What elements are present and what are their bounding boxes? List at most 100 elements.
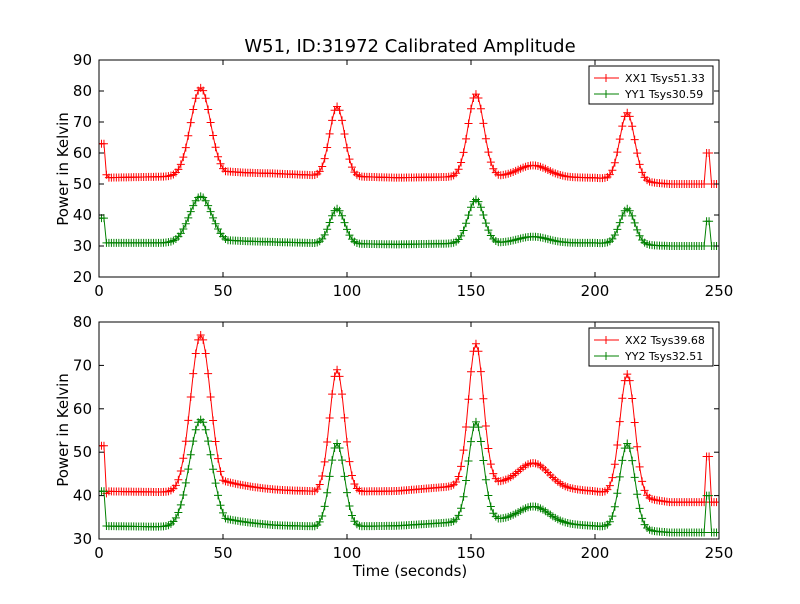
point-marker (214, 225, 223, 234)
point-marker (335, 206, 344, 215)
point-marker (204, 201, 213, 210)
point-marker (315, 167, 324, 176)
point-marker (209, 213, 218, 222)
point-marker (459, 492, 468, 501)
series-1-1 (99, 415, 719, 537)
x-tick-label: 0 (94, 544, 104, 562)
point-marker (338, 211, 347, 220)
point-marker (201, 94, 210, 103)
point-marker (481, 475, 490, 484)
point-marker (608, 166, 617, 175)
point-marker (184, 213, 193, 222)
point-marker (179, 454, 188, 463)
x-tick-label: 100 (333, 544, 362, 562)
point-marker (459, 446, 468, 455)
legend-marker (602, 336, 610, 344)
point-marker (191, 425, 200, 434)
point-marker (174, 508, 183, 517)
y-tick-label: 90 (73, 51, 92, 69)
point-marker (333, 365, 342, 374)
point-marker (186, 207, 195, 216)
point-marker (318, 511, 327, 520)
point-marker (618, 394, 627, 403)
point-marker (186, 118, 195, 127)
point-marker (489, 469, 498, 478)
point-marker (343, 143, 351, 152)
point-marker (181, 478, 190, 487)
point-marker (635, 504, 644, 513)
point-marker (640, 486, 649, 495)
point-marker (467, 367, 475, 376)
x-tick-label: 200 (581, 282, 610, 300)
point-marker (176, 160, 185, 169)
point-marker (481, 421, 490, 430)
point-marker (630, 418, 639, 427)
point-marker (462, 423, 471, 432)
point-marker (209, 416, 218, 425)
x-axis-label: Time (seconds) (352, 562, 468, 580)
point-marker (318, 162, 327, 171)
point-marker (199, 335, 208, 344)
point-marker (705, 149, 714, 157)
point-marker (176, 229, 185, 238)
point-marker (206, 207, 215, 216)
point-marker (635, 231, 644, 240)
point-marker (615, 472, 624, 481)
point-marker (457, 231, 466, 240)
point-marker (320, 154, 329, 163)
point-marker (340, 218, 349, 227)
point-marker (615, 417, 624, 426)
point-marker (705, 452, 714, 461)
point-marker (328, 116, 337, 125)
point-marker (486, 502, 495, 511)
point-marker (464, 211, 473, 220)
point-marker (628, 394, 637, 403)
point-marker (201, 349, 210, 358)
point-marker (184, 416, 193, 425)
legend: XX1 Tsys51.33 YY1 Tsys30.59 (588, 65, 714, 105)
point-marker (345, 155, 354, 164)
series-0-0 (99, 83, 719, 188)
legend-box (588, 327, 714, 367)
point-marker (189, 201, 198, 210)
point-marker (201, 425, 210, 434)
x-tick-label: 0 (94, 282, 104, 300)
point-marker (625, 444, 634, 453)
point-marker (476, 203, 485, 212)
point-marker (613, 225, 622, 234)
point-marker (99, 487, 108, 496)
point-marker (605, 517, 614, 526)
point-marker (189, 437, 198, 446)
point-marker (625, 112, 634, 121)
point-marker (481, 134, 490, 143)
y-tick-label: 50 (73, 443, 92, 461)
point-marker (323, 438, 332, 447)
x-tick-label: 150 (457, 282, 486, 300)
point-marker (99, 139, 108, 148)
point-marker (211, 219, 220, 228)
point-marker (613, 441, 622, 450)
point-marker (633, 225, 642, 234)
x-tick-label: 250 (705, 282, 734, 300)
point-marker (181, 219, 190, 228)
y-tick-label: 40 (73, 206, 92, 224)
point-marker (457, 504, 466, 513)
point-marker (618, 122, 627, 131)
point-marker (206, 393, 215, 402)
point-marker (630, 218, 639, 227)
point-marker (335, 444, 344, 453)
point-marker (186, 450, 195, 459)
point-marker (320, 230, 329, 239)
point-marker (479, 394, 488, 403)
point-marker (615, 135, 624, 144)
y-tick-label: 60 (73, 400, 92, 418)
point-marker (345, 502, 354, 511)
point-marker (484, 226, 493, 235)
x-tick-label: 50 (213, 544, 232, 562)
point-marker (323, 143, 332, 152)
point-marker (464, 119, 473, 128)
point-marker (474, 423, 483, 432)
point-marker (633, 442, 642, 451)
legend-entry: XX2 Tsys39.68 (625, 334, 705, 347)
legend: XX2 Tsys39.68 YY2 Tsys32.51 (588, 327, 714, 367)
